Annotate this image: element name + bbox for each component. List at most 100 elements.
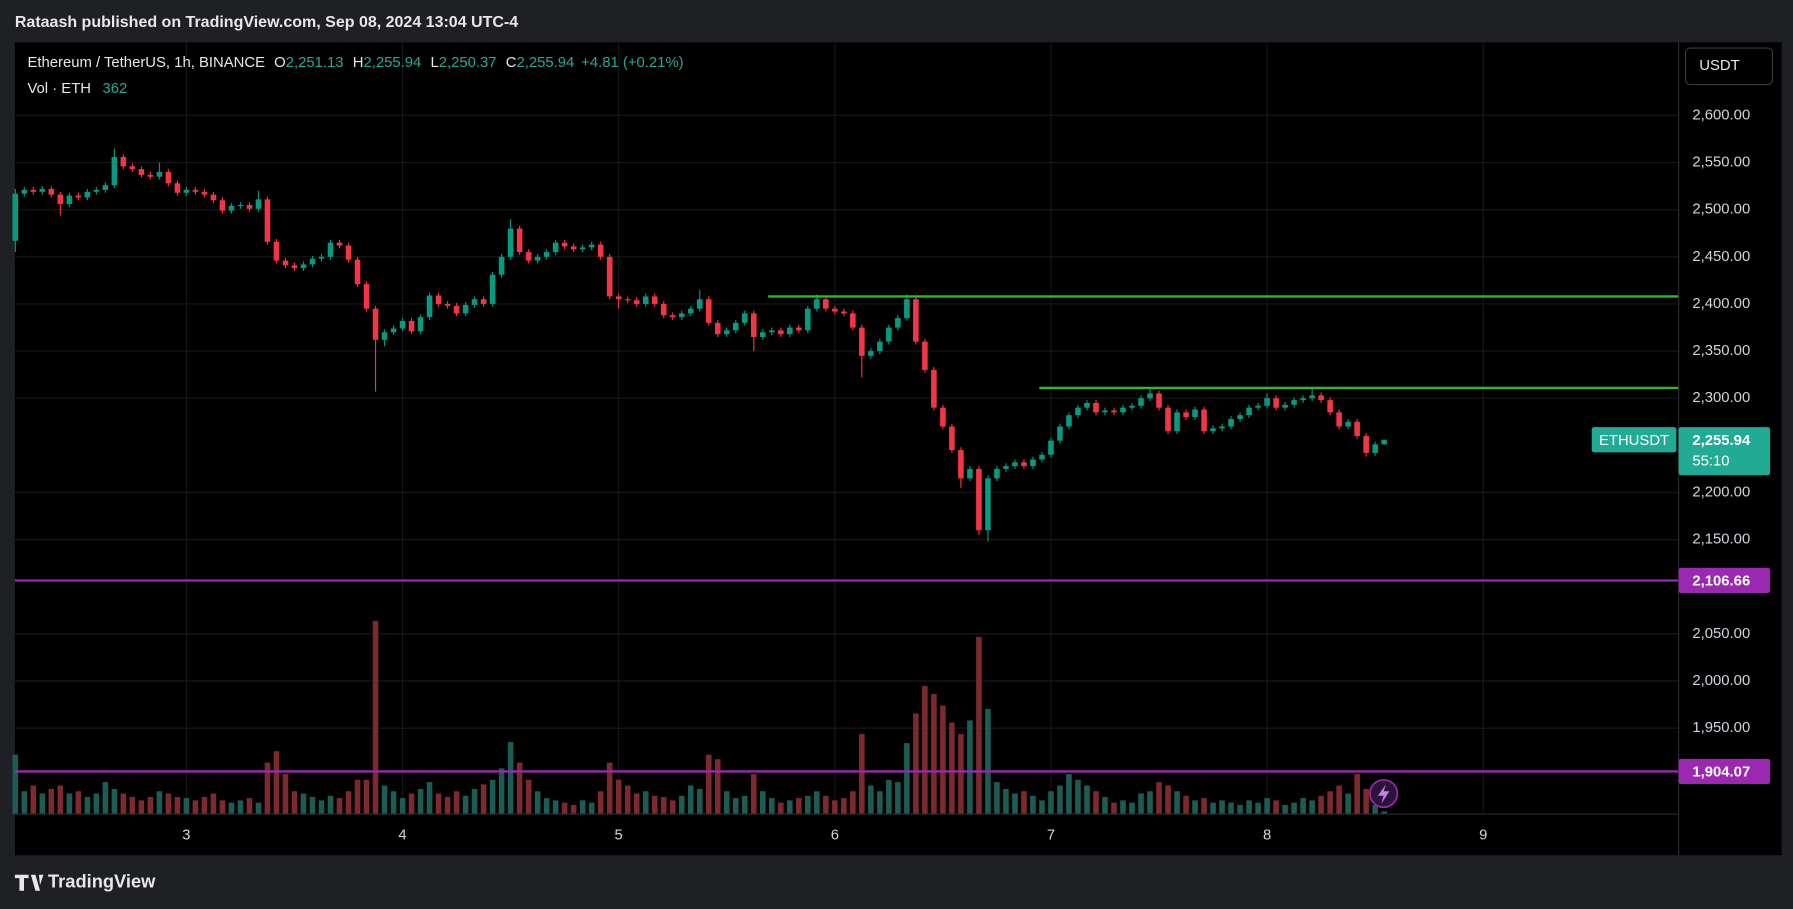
- volume-bar: [823, 795, 829, 815]
- candle-body: [561, 242, 568, 247]
- candle-body: [651, 296, 658, 304]
- candle-body: [498, 256, 505, 275]
- volume-bar: [678, 795, 685, 815]
- candle-body: [1174, 412, 1180, 432]
- volume-bar: [850, 791, 856, 815]
- candle-body: [444, 303, 451, 306]
- volume-bar: [255, 802, 262, 815]
- candle-body: [318, 256, 325, 259]
- volume-bar: [1228, 802, 1234, 815]
- volume-bar: [453, 791, 460, 815]
- volume-bar: [832, 800, 838, 815]
- candle-body: [985, 478, 991, 531]
- volume-bar: [714, 759, 721, 815]
- candle-body: [1066, 415, 1072, 427]
- volume-bar: [498, 768, 505, 815]
- candle-body: [660, 303, 667, 316]
- candle-body: [219, 200, 226, 211]
- candle-body: [399, 320, 406, 329]
- candle-body: [1327, 400, 1333, 413]
- volume-bar: [543, 798, 550, 815]
- candle-body: [1111, 410, 1117, 413]
- candle-body: [336, 242, 343, 246]
- legend-value: 2,251.13: [286, 55, 344, 71]
- volume-bar: [1246, 800, 1252, 815]
- volume-bar: [561, 802, 568, 815]
- candle-body: [471, 299, 478, 305]
- volume-bar: [741, 795, 748, 815]
- candle-body: [480, 299, 487, 304]
- candle-body: [768, 330, 775, 333]
- candle-body: [1255, 405, 1261, 408]
- y-tick-label: 2,550.00: [1692, 155, 1750, 171]
- volume-bar: [210, 793, 217, 815]
- x-tick-label: 3: [182, 828, 190, 844]
- candle-body: [489, 274, 496, 304]
- candle-body: [687, 308, 694, 314]
- candle-body: [246, 204, 253, 209]
- candle-body: [417, 317, 424, 332]
- x-tick-label: 5: [615, 828, 623, 844]
- volume-bar: [570, 804, 577, 815]
- volume-bar: [1120, 800, 1126, 815]
- candle-body: [93, 189, 100, 192]
- volume-bar: [174, 796, 181, 815]
- volume-bar: [814, 791, 820, 815]
- volume-bar: [696, 788, 703, 815]
- candle-body: [832, 308, 838, 312]
- volume-bar: [1156, 782, 1162, 815]
- volume-bar: [1210, 802, 1216, 815]
- candle-body: [877, 341, 883, 352]
- candle-body: [138, 169, 145, 175]
- candle-body: [1183, 412, 1189, 418]
- volume-bar: [300, 793, 307, 815]
- volume-bar: [1363, 788, 1369, 815]
- legend: Ethereum / TetherUS, 1h, BINANCE O2,251.1…: [27, 55, 683, 71]
- volume-bar: [895, 782, 901, 815]
- volume-bar: [1345, 793, 1351, 815]
- candle-body: [796, 327, 802, 331]
- volume-bar: [111, 788, 118, 815]
- legend-change: +4.81 (+0.21%): [581, 55, 683, 71]
- volume-bar: [426, 782, 433, 815]
- volume-bar: [985, 708, 991, 815]
- volume-bar: [633, 793, 640, 815]
- x-tick-label: 6: [831, 828, 839, 844]
- legend-value: 2,255.94: [516, 55, 574, 71]
- price-tag: [1678, 427, 1771, 476]
- candle-body: [750, 313, 757, 337]
- candle-body: [147, 174, 154, 177]
- candle-body: [778, 330, 784, 335]
- volume-bar: [597, 791, 604, 815]
- candle-body: [1228, 418, 1234, 427]
- candle-body: [84, 191, 91, 198]
- candle-body: [102, 185, 109, 190]
- candle-body: [543, 252, 550, 257]
- volume-bar: [669, 800, 676, 815]
- candle-body: [435, 295, 442, 304]
- volume-bar: [886, 779, 892, 815]
- candle-body: [300, 264, 307, 269]
- candle-body: [1030, 459, 1036, 467]
- x-tick-label: 8: [1263, 828, 1271, 844]
- volume-bar: [579, 800, 586, 815]
- volume-bar: [264, 762, 271, 815]
- volume-bar: [282, 774, 289, 815]
- candle-body: [1237, 415, 1243, 419]
- volume-bar: [1165, 785, 1171, 815]
- volume-bar: [1264, 798, 1270, 815]
- candle-body: [868, 351, 874, 356]
- candle-body: [642, 296, 649, 304]
- volume-bar: [660, 796, 667, 815]
- volume-bar: [1282, 804, 1288, 815]
- volume-bar: [507, 742, 514, 815]
- candle-body: [1300, 398, 1306, 401]
- volume-bar: [732, 798, 739, 815]
- volume-bar: [57, 785, 64, 815]
- candle-body: [534, 256, 541, 261]
- volume-bar: [12, 754, 19, 815]
- volume-bar: [417, 788, 424, 815]
- volume-bar: [615, 779, 622, 815]
- currency-button[interactable]: [1684, 47, 1773, 86]
- brand-name: TradingView: [48, 871, 156, 892]
